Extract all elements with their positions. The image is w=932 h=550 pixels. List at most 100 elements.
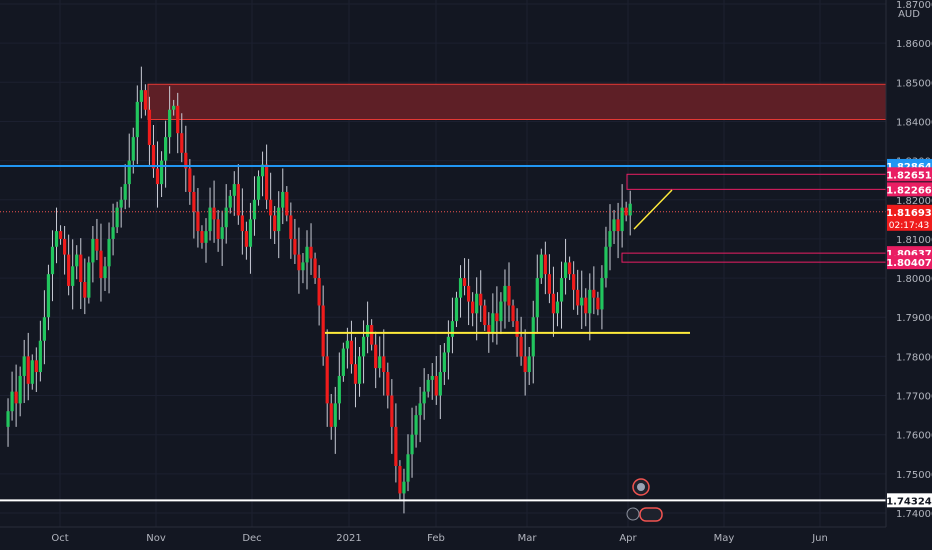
candle-down [434, 375, 438, 396]
candle-up [54, 231, 59, 247]
candle-up [228, 195, 232, 208]
candle-down [79, 254, 83, 282]
projection-line-yellow[interactable] [633, 189, 673, 230]
candle-down [325, 356, 329, 404]
candle-up [458, 278, 463, 298]
candle-up [442, 352, 446, 373]
time-tick-label: Feb [427, 533, 445, 544]
candle-up [580, 297, 584, 306]
candle-up [620, 207, 624, 232]
candle-up [18, 375, 22, 404]
candle-down [147, 109, 152, 145]
event-markers[interactable] [626, 478, 663, 522]
candle-down [236, 184, 240, 216]
candle-up [172, 105, 176, 110]
candle-up [410, 434, 414, 455]
candle-down [483, 305, 487, 326]
candle-up [366, 325, 370, 337]
current-price-tag [887, 204, 932, 231]
supply-zone-box[interactable] [147, 83, 887, 121]
candle-down [180, 133, 184, 153]
candle-up [168, 109, 172, 138]
price-tick-label: 1.82000 [896, 196, 932, 207]
price-tag [887, 493, 932, 508]
candle-up [361, 336, 366, 357]
level-lines[interactable] [0, 164, 887, 502]
candle-up [402, 481, 406, 494]
candle-down [511, 305, 515, 322]
dividend-marker-icon[interactable] [639, 507, 663, 522]
time-tick-label: 2021 [336, 533, 361, 544]
time-axis[interactable] [0, 527, 932, 550]
candle-down [192, 191, 196, 212]
candle-up [38, 340, 42, 373]
candle-up [119, 199, 123, 208]
candle-down [67, 254, 71, 286]
candle-up [503, 285, 507, 302]
candle-up [426, 379, 430, 392]
candle-up [446, 336, 450, 353]
candle-down [374, 344, 378, 369]
candle-up [46, 274, 51, 318]
candle-up [563, 262, 568, 279]
candle-up [539, 254, 543, 279]
candle-down [317, 278, 321, 306]
candle-down [515, 321, 519, 337]
candle-up [333, 403, 337, 427]
candle-up [107, 238, 111, 267]
price-tick-label: 1.78000 [896, 352, 932, 363]
candle-down [58, 231, 63, 239]
candle-up [345, 340, 349, 349]
candle-up [123, 184, 127, 200]
candle-down [329, 403, 333, 427]
candle-down [155, 168, 160, 185]
candle-down [572, 274, 576, 290]
price-tag-label: 1.82266 [886, 185, 932, 196]
time-tick-label: Oct [51, 533, 68, 544]
candle-down [285, 191, 289, 216]
candle-down [568, 262, 572, 275]
candle-up [139, 90, 143, 102]
candle-down [551, 293, 556, 314]
candle-down [624, 207, 628, 216]
price-tag-label: 1.80407 [886, 258, 932, 269]
candle-up [604, 246, 608, 279]
split-marker-icon[interactable] [626, 507, 640, 521]
candle-up [164, 137, 168, 161]
price-tick-label: 1.75000 [896, 470, 932, 481]
candle-up [127, 160, 131, 185]
earnings-marker-dot [637, 483, 645, 491]
candle-up [535, 278, 539, 318]
candle-down [63, 238, 67, 255]
candle-up [555, 301, 560, 314]
candle-down [349, 340, 354, 365]
candle-down [596, 297, 600, 310]
candle-up [91, 238, 95, 263]
candle-up [115, 207, 119, 228]
candle-down [289, 215, 293, 239]
candle-up [422, 391, 426, 404]
candle-up [337, 375, 341, 404]
candle-up [6, 411, 10, 427]
candle-down [576, 289, 580, 306]
time-tick-label: Nov [146, 533, 166, 544]
price-tick-label: 1.76000 [896, 431, 932, 442]
candle-up [612, 219, 616, 232]
candle-up [232, 184, 236, 196]
candle-up [378, 356, 382, 369]
candle-up [588, 289, 592, 314]
candle-down [584, 297, 588, 314]
candle-down [151, 144, 156, 169]
candle-down [293, 238, 297, 255]
candle-up [414, 415, 418, 435]
time-tick-label: Mar [518, 533, 538, 544]
candle-up [260, 164, 265, 177]
time-tick-label: May [714, 533, 735, 544]
candle-up [220, 227, 224, 239]
candle-up [418, 403, 422, 416]
candle-down [471, 301, 475, 314]
candle-down [479, 293, 483, 306]
candle-up [252, 199, 257, 220]
candle-down [543, 254, 547, 275]
